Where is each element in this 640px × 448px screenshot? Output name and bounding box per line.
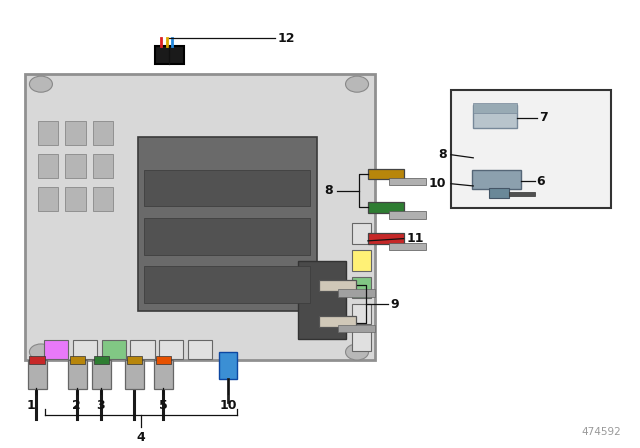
Bar [145, 266, 310, 303]
Bar [145, 218, 310, 254]
Bar [145, 170, 310, 207]
Text: 9: 9 [390, 298, 399, 311]
Bar [29, 356, 45, 364]
Text: 3: 3 [97, 399, 105, 412]
Bar [93, 187, 113, 211]
Bar [298, 261, 346, 339]
Bar [131, 340, 155, 359]
Bar [473, 105, 516, 128]
Text: 10: 10 [220, 399, 237, 412]
Bar [451, 90, 611, 208]
Bar [473, 103, 516, 113]
Bar [125, 361, 145, 389]
Text: 7: 7 [539, 111, 548, 124]
Circle shape [29, 344, 52, 360]
Bar [319, 280, 356, 291]
Bar [102, 340, 126, 359]
Circle shape [29, 76, 52, 92]
Bar [93, 154, 113, 178]
Bar [389, 243, 426, 250]
Circle shape [346, 76, 369, 92]
Bar [368, 202, 404, 213]
Text: 12: 12 [278, 32, 295, 45]
Bar [338, 289, 375, 297]
Bar [38, 121, 58, 145]
Bar [38, 154, 58, 178]
Bar [368, 233, 404, 244]
Bar [94, 356, 109, 364]
Bar [93, 121, 113, 145]
Bar [65, 154, 86, 178]
Bar [352, 250, 371, 271]
Bar [338, 325, 375, 332]
Bar [156, 356, 172, 364]
Text: 6: 6 [536, 175, 545, 188]
Bar [127, 356, 143, 364]
Bar [352, 304, 371, 324]
Bar [352, 277, 371, 297]
Text: 11: 11 [407, 232, 424, 245]
Circle shape [346, 344, 369, 360]
Bar [319, 316, 356, 327]
Bar [38, 187, 58, 211]
Bar [138, 137, 317, 311]
Text: 474592: 474592 [582, 427, 621, 437]
Bar [65, 187, 86, 211]
Bar [352, 331, 371, 351]
Text: 5: 5 [159, 399, 167, 412]
Text: 8: 8 [438, 148, 447, 161]
Bar [68, 361, 87, 389]
Bar [472, 170, 520, 189]
Text: 1: 1 [27, 399, 36, 412]
Bar [70, 356, 85, 364]
Bar [65, 121, 86, 145]
Bar [188, 340, 212, 359]
Text: 10: 10 [429, 177, 447, 190]
Text: 8: 8 [324, 184, 333, 198]
Bar [159, 340, 183, 359]
Bar [368, 168, 404, 179]
Bar [352, 224, 371, 244]
Bar [389, 178, 426, 185]
Bar [73, 340, 97, 359]
Bar [156, 46, 184, 64]
Bar [44, 340, 68, 359]
Bar [92, 361, 111, 389]
Bar [25, 74, 375, 360]
Text: 2: 2 [72, 399, 81, 412]
Bar [219, 353, 237, 379]
Bar [509, 192, 534, 196]
Bar [488, 188, 509, 198]
Bar [154, 361, 173, 389]
Bar [389, 211, 426, 219]
Bar [28, 361, 47, 389]
Text: 4: 4 [137, 431, 145, 444]
